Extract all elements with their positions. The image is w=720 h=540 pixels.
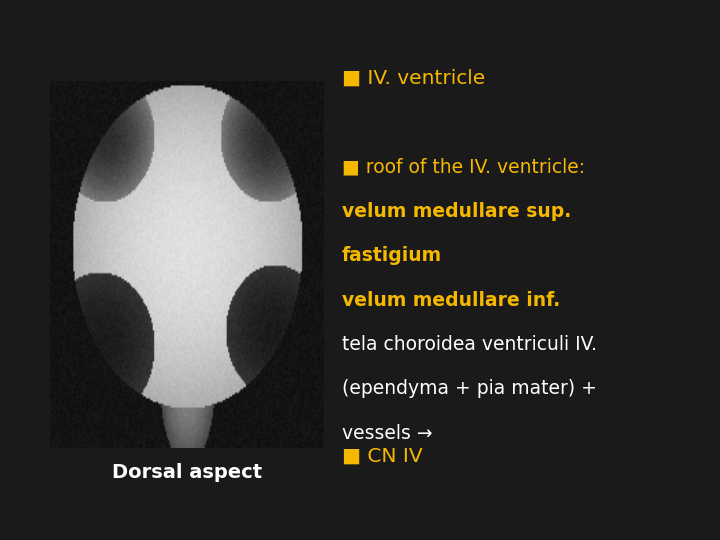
Text: velum medullare sup.: velum medullare sup. — [342, 202, 571, 221]
Text: ■ roof of the IV. ventricle:: ■ roof of the IV. ventricle: — [342, 158, 585, 177]
Text: tela choroidea ventriculi IV.: tela choroidea ventriculi IV. — [342, 335, 597, 354]
Text: ■ IV. ventricle: ■ IV. ventricle — [342, 69, 485, 88]
Text: vessels →: vessels → — [342, 423, 438, 443]
Text: velum medullare inf.: velum medullare inf. — [342, 291, 560, 310]
Text: ■ CN IV: ■ CN IV — [342, 447, 423, 466]
Text: (ependyma + pia mater) +: (ependyma + pia mater) + — [342, 379, 597, 399]
Text: fastigium: fastigium — [342, 246, 442, 266]
Text: Dorsal aspect: Dorsal aspect — [112, 463, 262, 482]
